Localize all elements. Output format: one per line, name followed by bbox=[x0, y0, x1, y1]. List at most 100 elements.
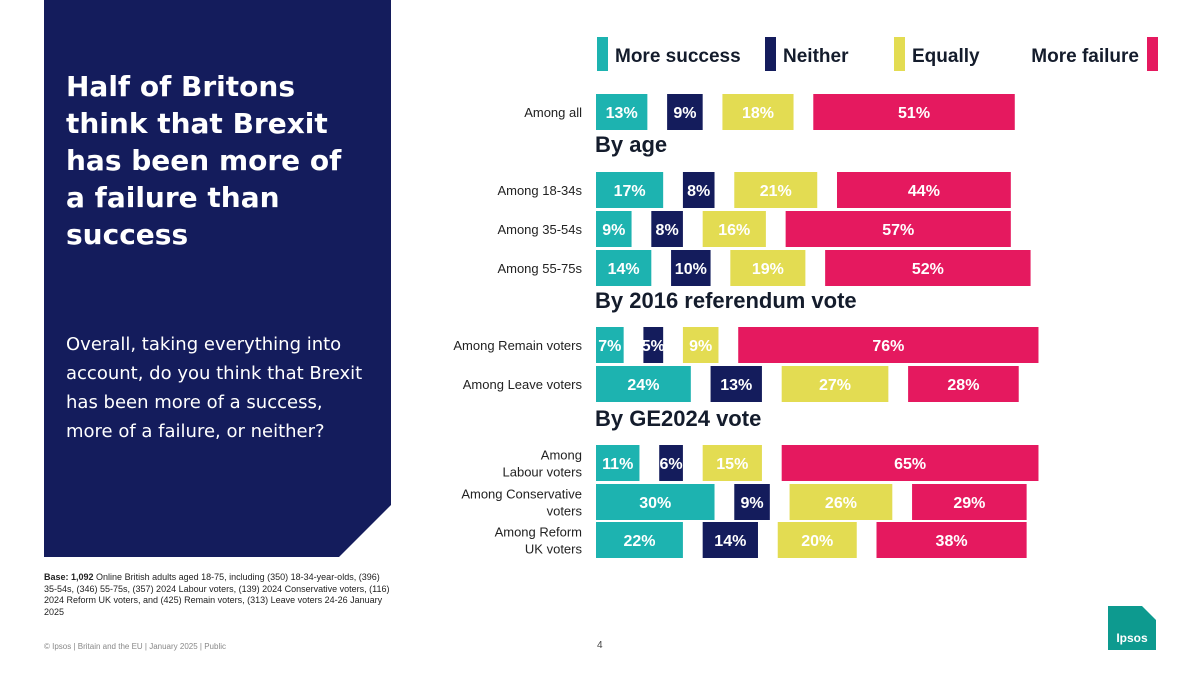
legend-item-neither: Neither bbox=[765, 37, 849, 71]
legend-swatch-equally bbox=[894, 37, 905, 71]
footer-text: © Ipsos | Britain and the EU | January 2… bbox=[44, 642, 227, 651]
bar-more-success bbox=[596, 172, 664, 208]
data-label-equally: 27% bbox=[819, 377, 851, 394]
legend-label-more-success: More success bbox=[615, 46, 741, 67]
category-label: Among 35-54s bbox=[497, 222, 582, 237]
data-label-neither: 9% bbox=[673, 105, 696, 122]
data-label-more-failure: 76% bbox=[872, 338, 904, 355]
data-label-neither: 5% bbox=[642, 338, 665, 355]
category-label: Among 55-75s bbox=[497, 261, 582, 276]
chart-row-among-35-54s: Among 35-54s 9% 8% 16% 57% bbox=[497, 211, 1011, 247]
data-label-equally: 26% bbox=[825, 495, 857, 512]
bar-neither bbox=[702, 522, 758, 558]
data-label-neither: 10% bbox=[675, 261, 707, 278]
chart-rows: Among all 13% 9% 18% 51% Among 18-34s 17% 8% 21%… bbox=[453, 94, 1039, 558]
bar-more-failure bbox=[813, 94, 1015, 130]
category-label: Among Remain voters bbox=[453, 338, 582, 353]
base-note: Base: 1,092 Online British adults aged 1… bbox=[44, 572, 394, 618]
data-label-more-failure: 38% bbox=[936, 533, 968, 550]
bar-equally bbox=[702, 445, 762, 481]
legend-swatch-more-success bbox=[597, 37, 608, 71]
ipsos-logo: Ipsos bbox=[1108, 606, 1156, 650]
chart-row-among-labour-voters: Among Labour voters 11% 6% 15% 65% bbox=[503, 445, 1039, 481]
bar-more-failure bbox=[836, 172, 1011, 208]
data-label-equally: 15% bbox=[716, 456, 748, 473]
section-headings: By age By 2016 referendum vote By GE2024 v… bbox=[595, 132, 857, 431]
bar-more-failure bbox=[912, 484, 1027, 520]
data-label-more-failure: 44% bbox=[908, 183, 940, 200]
bar-neither bbox=[651, 211, 683, 247]
bar-neither bbox=[671, 250, 711, 286]
data-label-neither: 9% bbox=[740, 495, 763, 512]
legend-item-more-failure: More failure bbox=[1031, 37, 1158, 71]
bar-equally bbox=[777, 522, 857, 558]
logo-text: Ipsos bbox=[1116, 631, 1148, 645]
data-label-more-success: 17% bbox=[614, 183, 646, 200]
data-label-neither: 14% bbox=[714, 533, 746, 550]
bar-neither bbox=[667, 94, 703, 130]
data-label-more-success: 14% bbox=[608, 261, 640, 278]
bar-equally bbox=[682, 327, 719, 363]
category-label: Among 18-34s bbox=[497, 183, 582, 198]
data-label-more-success: 7% bbox=[598, 338, 621, 355]
data-label-equally: 19% bbox=[752, 261, 784, 278]
logo-corner bbox=[1142, 606, 1156, 620]
data-label-more-success: 30% bbox=[639, 495, 671, 512]
data-label-neither: 6% bbox=[660, 456, 683, 473]
data-label-more-failure: 57% bbox=[882, 222, 914, 239]
data-label-equally: 21% bbox=[760, 183, 792, 200]
bar-more-failure bbox=[781, 445, 1039, 481]
legend-item-more-success: More success bbox=[597, 37, 741, 71]
base-text: Online British adults aged 18-75, includ… bbox=[44, 572, 390, 617]
category-label: Among Reform UK voters bbox=[495, 525, 583, 557]
data-label-more-success: 11% bbox=[602, 456, 633, 473]
category-label: Among Leave voters bbox=[463, 377, 583, 392]
bar-equally bbox=[702, 211, 766, 247]
chart-row-among-18-34s: Among 18-34s 17% 8% 21% 44% bbox=[497, 172, 1011, 208]
bar-equally bbox=[734, 172, 818, 208]
category-label: Among all bbox=[524, 105, 582, 120]
section-heading-by-2016-referendum-vote: By 2016 referendum vote bbox=[595, 288, 857, 313]
bar-more-failure bbox=[825, 250, 1031, 286]
bar-more-success bbox=[596, 366, 691, 402]
bar-more-success bbox=[596, 250, 652, 286]
base-label: Base: 1,092 bbox=[44, 572, 94, 582]
data-label-more-success: 24% bbox=[627, 377, 659, 394]
data-label-equally: 18% bbox=[742, 105, 774, 122]
data-label-neither: 8% bbox=[687, 183, 710, 200]
data-label-more-failure: 29% bbox=[953, 495, 985, 512]
data-label-neither: 8% bbox=[656, 222, 679, 239]
data-label-more-success: 9% bbox=[602, 222, 625, 239]
legend-label-more-failure: More failure bbox=[1031, 46, 1139, 67]
bar-more-success bbox=[596, 211, 632, 247]
bar-more-success bbox=[596, 327, 624, 363]
bar-more-success bbox=[596, 94, 648, 130]
data-label-equally: 20% bbox=[801, 533, 833, 550]
data-label-neither: 13% bbox=[720, 377, 752, 394]
category-label: Among Conservative voters bbox=[461, 487, 582, 519]
bar-neither bbox=[734, 484, 770, 520]
bar-more-success bbox=[596, 484, 715, 520]
legend-label-equally: Equally bbox=[912, 46, 980, 67]
data-label-more-success: 13% bbox=[606, 105, 638, 122]
chart-row-among-reform-uk-voters: Among Reform UK voters 22% 14% 20% 38% bbox=[495, 522, 1027, 558]
page-number: 4 bbox=[597, 640, 603, 651]
chart-row-among-remain-voters: Among Remain voters 7% 5% 9% 76% bbox=[453, 327, 1039, 363]
section-heading-by-age: By age bbox=[595, 132, 667, 157]
bar-more-success bbox=[596, 522, 683, 558]
data-label-more-failure: 51% bbox=[898, 105, 930, 122]
page-title: Half of Britons think that Brexit has be… bbox=[66, 70, 342, 251]
bar-equally bbox=[730, 250, 806, 286]
bar-more-failure bbox=[876, 522, 1027, 558]
legend-label-neither: Neither bbox=[783, 46, 849, 67]
bar-equally bbox=[789, 484, 893, 520]
data-label-more-failure: 28% bbox=[947, 377, 979, 394]
bar-equally bbox=[722, 94, 794, 130]
chart-row-among-conservative-voters: Among Conservative voters 30% 9% 26% 29% bbox=[461, 484, 1027, 520]
legend-swatch-neither bbox=[765, 37, 776, 71]
section-heading-by-ge2024-vote: By GE2024 vote bbox=[595, 406, 761, 431]
data-label-more-success: 22% bbox=[623, 533, 655, 550]
bar-equally bbox=[781, 366, 889, 402]
question-text: Overall, taking everything into account,… bbox=[66, 334, 363, 442]
